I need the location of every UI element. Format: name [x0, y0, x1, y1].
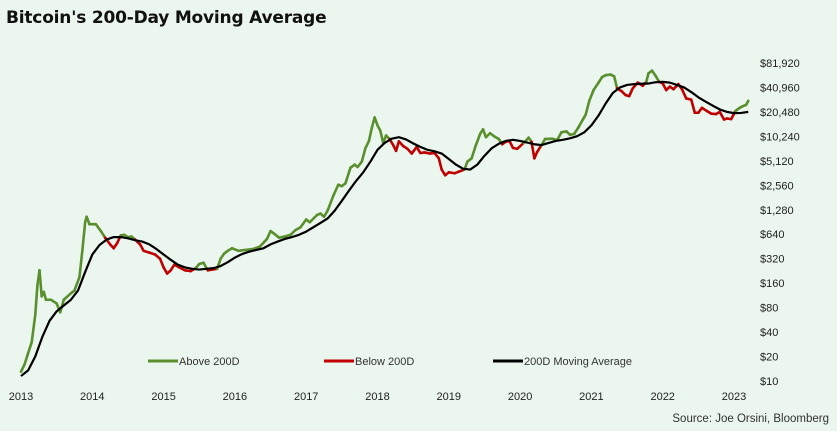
- price-segment: [23, 351, 30, 366]
- x-tick-label: 2020: [508, 391, 532, 403]
- moving-average-path: [20, 80, 749, 377]
- price-segment: [627, 87, 635, 98]
- price-segment: [577, 118, 585, 129]
- y-tick-label: $81,920: [760, 58, 800, 70]
- price-segment: [555, 130, 563, 142]
- y-tick-label: $10: [760, 376, 778, 388]
- price-segment: [373, 116, 379, 127]
- price-segment: [344, 166, 352, 185]
- x-tick-label: 2018: [365, 391, 389, 403]
- price-segment: [584, 99, 591, 116]
- price-segment: [360, 147, 367, 163]
- x-tick-label: 2021: [579, 391, 603, 403]
- legend-label: Below 200D: [355, 356, 414, 368]
- price-segment: [718, 110, 726, 121]
- price-segment: [19, 363, 26, 374]
- price-segment: [30, 313, 37, 344]
- price-segment: [364, 139, 371, 150]
- moving-average-line: [20, 80, 749, 377]
- price-segment: [535, 143, 543, 154]
- y-tick-label: $2,560: [760, 180, 794, 192]
- x-tick-label: 2013: [9, 391, 33, 403]
- x-tick-label: 2017: [294, 391, 318, 403]
- legend-label: Above 200D: [179, 356, 240, 368]
- price-segment: [474, 132, 482, 147]
- x-tick-label: 2015: [151, 391, 175, 403]
- y-axis: $10 $20 $40 $80 $160 $320 $640 $1,280 $2,560 $5,1…: [760, 58, 800, 388]
- price-segment: [81, 220, 87, 253]
- price-segment: [99, 229, 107, 239]
- price-segment: [592, 81, 600, 92]
- price-segment: [689, 98, 697, 115]
- price-segment: [326, 194, 335, 212]
- x-tick-label: 2022: [650, 391, 674, 403]
- price-segment: [85, 215, 91, 226]
- y-tick-label: $5,120: [760, 156, 794, 168]
- price-segment: [73, 275, 81, 292]
- price-segment: [26, 340, 34, 355]
- price-segment: [331, 183, 340, 198]
- price-segment: [437, 157, 443, 171]
- y-tick-label: $10,240: [760, 131, 800, 143]
- x-tick-label: 2019: [437, 391, 461, 403]
- price-segment: [367, 126, 374, 143]
- price-segment: [680, 87, 688, 100]
- x-tick-label: 2014: [80, 391, 104, 403]
- y-tick-label: $1,280: [760, 205, 794, 217]
- price-segment: [78, 249, 84, 279]
- y-tick-label: $40: [760, 327, 778, 339]
- price-segment: [33, 284, 39, 317]
- chart-title: Bitcoin's 200-Day Moving Average: [6, 8, 327, 28]
- price-segment: [62, 292, 73, 302]
- source-note: Source: Joe Orsini, Bloomberg: [672, 413, 829, 425]
- price-segment: [94, 222, 103, 233]
- y-tick-label: $160: [760, 278, 784, 290]
- y-tick-label: $20: [760, 352, 778, 364]
- y-tick-label: $40,960: [760, 82, 800, 94]
- price-segment: [612, 75, 619, 90]
- price-segment: [158, 257, 165, 269]
- price-segment: [572, 125, 580, 136]
- price-segment: [265, 229, 272, 241]
- y-tick-label: $320: [760, 254, 784, 266]
- price-segment: [308, 213, 319, 224]
- price-segment: [744, 99, 750, 107]
- price-line: [19, 69, 750, 374]
- y-tick-label: $20,480: [760, 107, 800, 119]
- price-segment: [394, 140, 401, 153]
- price-segment: [299, 218, 308, 229]
- price-segment: [470, 143, 478, 160]
- price-segment: [587, 88, 595, 103]
- price-segment: [258, 237, 269, 248]
- legend-label: 200D Moving Average: [524, 356, 632, 368]
- y-tick-label: $80: [760, 303, 778, 315]
- price-segment: [38, 269, 43, 298]
- price-segment: [515, 141, 525, 151]
- price-segment: [42, 290, 48, 302]
- price-segment: [644, 72, 650, 84]
- legend: Above 200D Below 200D 200D Moving Average: [148, 356, 632, 368]
- y-tick-label: $640: [760, 229, 784, 241]
- x-axis: 2013 2014 2015 2016 2017 2018 2019 2020 2021 2022…: [9, 391, 746, 403]
- x-tick-label: 2016: [223, 391, 247, 403]
- x-tick-label: 2023: [722, 391, 746, 403]
